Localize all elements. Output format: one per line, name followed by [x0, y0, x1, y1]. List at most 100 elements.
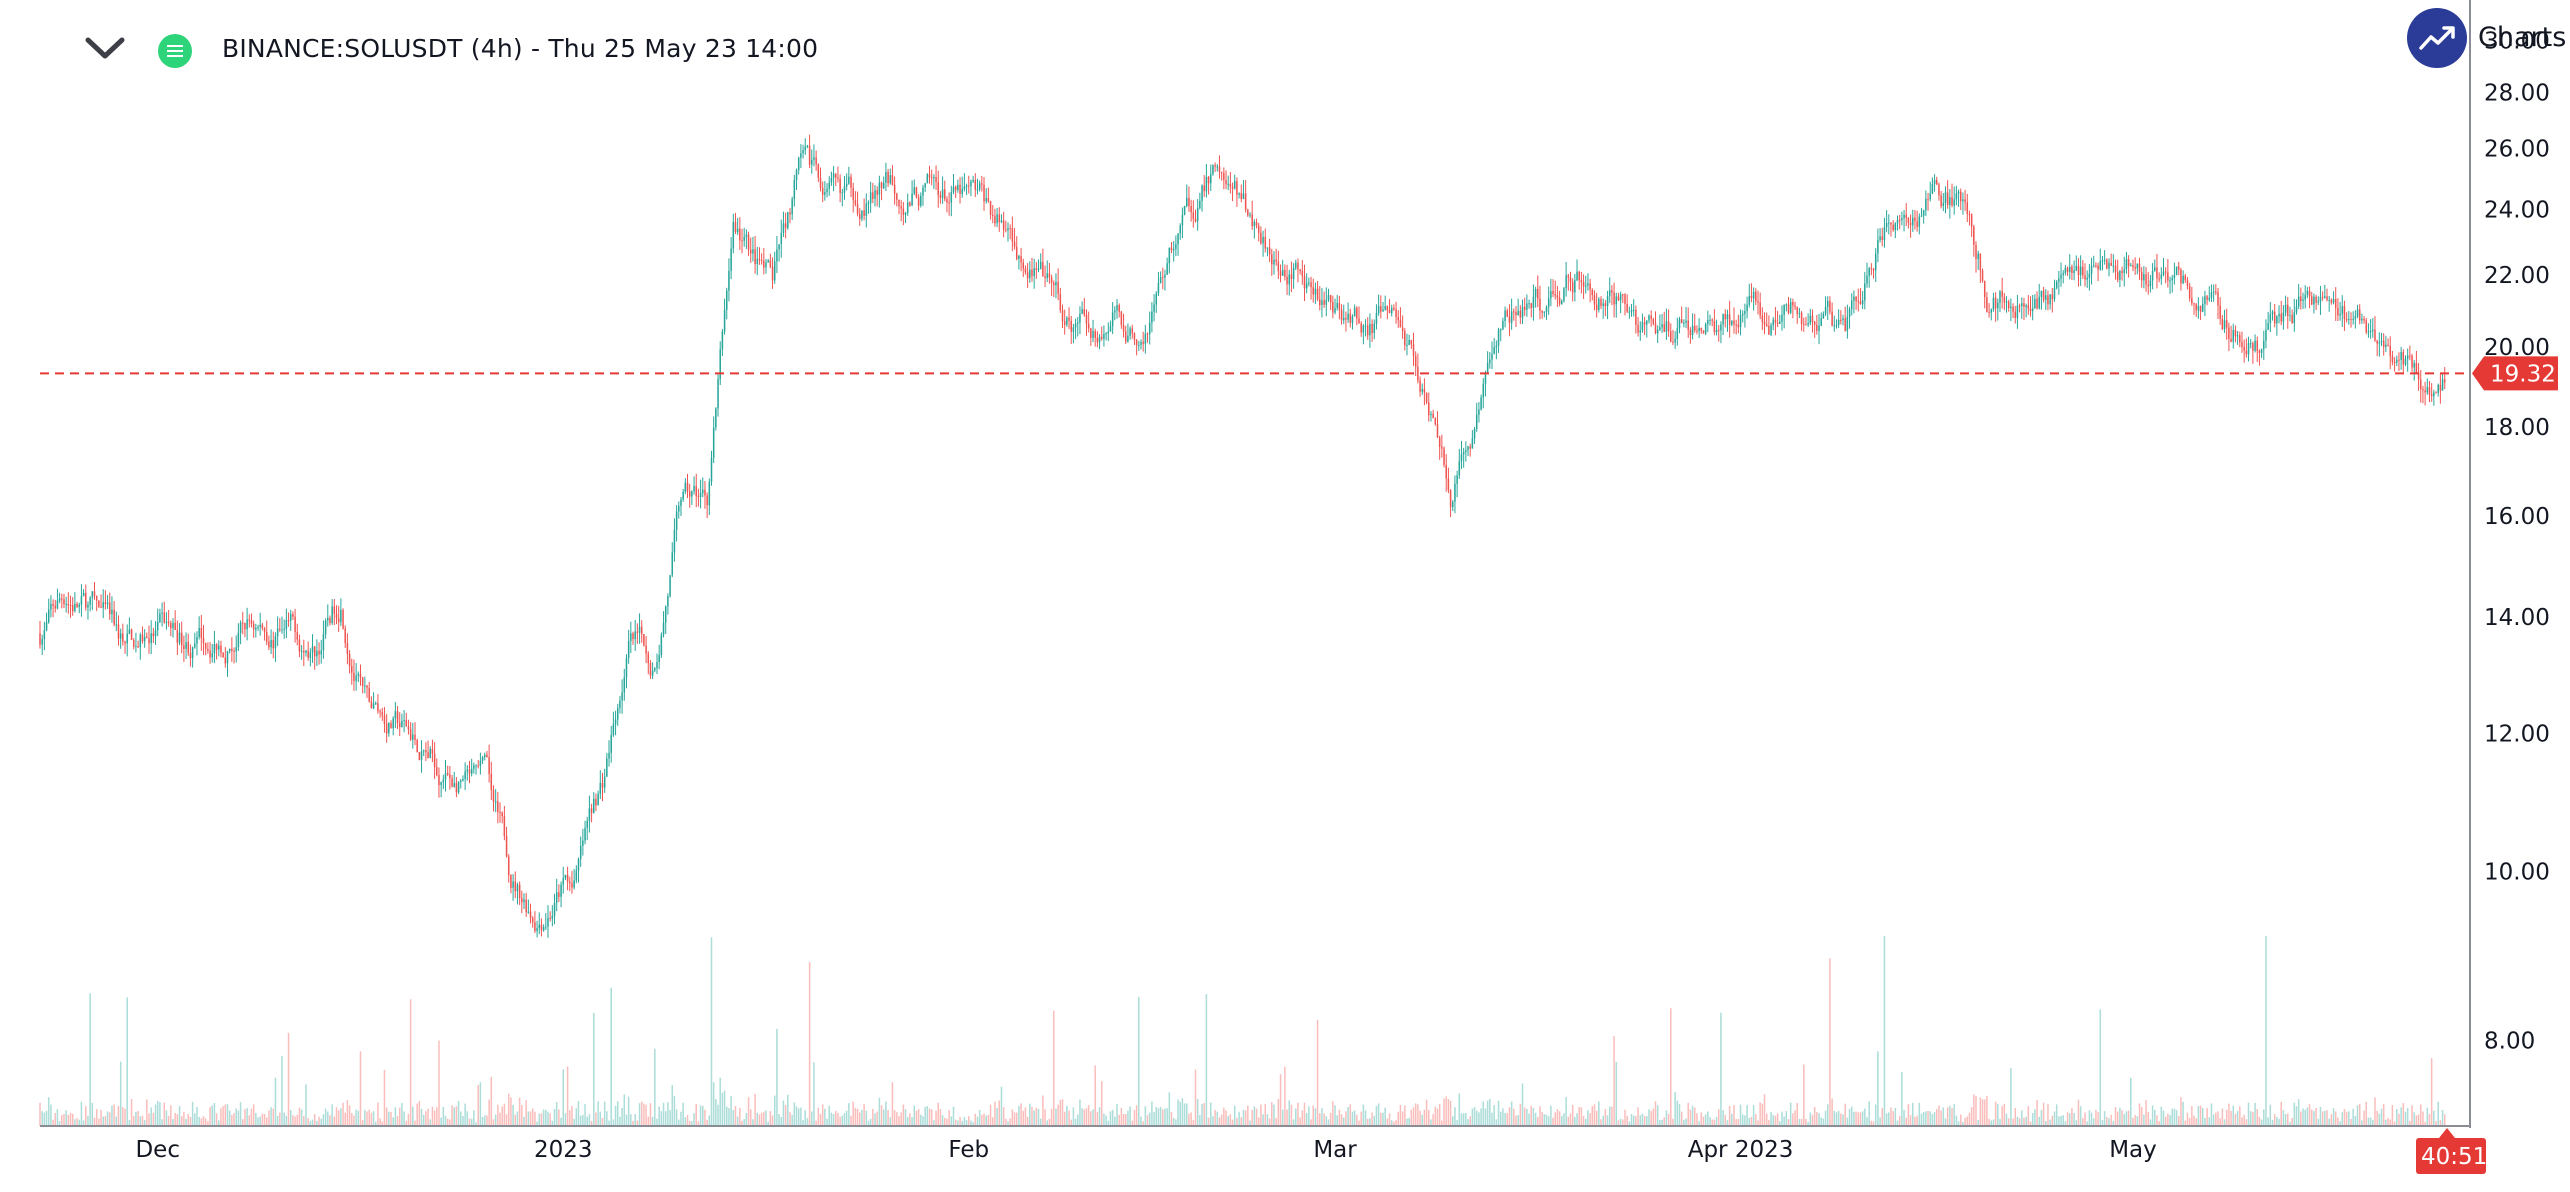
candle-body [717, 379, 719, 409]
candle-body [1938, 184, 1940, 196]
candle-body [527, 911, 530, 913]
candle-body [972, 180, 974, 182]
candle-body [1196, 207, 1199, 222]
volume-bar [1373, 1115, 1376, 1126]
charts-badge-button[interactable] [2407, 8, 2467, 68]
volume-bar [1970, 1107, 1973, 1126]
volume-bar [1456, 1120, 1458, 1126]
volume-bar [132, 1116, 135, 1126]
volume-bar [263, 1114, 266, 1126]
candle-body [1641, 322, 1644, 331]
candle-body [1914, 217, 1916, 222]
volume-bar [2138, 1103, 2141, 1126]
volume-bar [337, 1110, 340, 1126]
volume-bar [1580, 1107, 1583, 1126]
volume-bar [1419, 1110, 1421, 1126]
volume-bar [1582, 1115, 1585, 1126]
candle-body [1408, 339, 1410, 345]
collapse-button[interactable] [80, 30, 130, 70]
volume-bar [1057, 1104, 1059, 1126]
market-status-icon[interactable] [158, 34, 192, 68]
candle-body [420, 751, 423, 760]
candle-body [1589, 283, 1591, 290]
volume-bar [948, 1110, 950, 1126]
candle-body [845, 183, 848, 187]
candle-body [320, 650, 323, 655]
candle-body [704, 489, 706, 496]
volume-bar [1271, 1102, 1273, 1126]
volume-bar [2182, 1101, 2184, 1126]
volume-bar [2090, 1112, 2093, 1126]
candle-body [235, 647, 237, 652]
volume-bar [1903, 1109, 1905, 1126]
candle-body [2267, 323, 2269, 330]
volume-bar [1704, 1114, 1707, 1126]
time-axis[interactable]: Dec 2023 Feb Mar Apr 2023 May [135, 1137, 2156, 1163]
candle-body [791, 198, 793, 215]
volume-bar [780, 1117, 783, 1126]
candle-body [778, 244, 780, 250]
candle-body [582, 840, 584, 846]
volume-bar [2007, 1118, 2010, 1126]
candle-body [1504, 310, 1506, 322]
volume-bar [1353, 1110, 1356, 1126]
candle-body [1053, 282, 1055, 286]
candle-body [1510, 311, 1513, 323]
volume-bar [1848, 1108, 1851, 1126]
volume-bar [758, 1114, 761, 1126]
candle-body [560, 884, 562, 897]
volume-bar [1543, 1114, 1546, 1126]
volume-bar [213, 1103, 216, 1126]
volume-bar [2066, 1112, 2069, 1126]
candle-body [172, 622, 174, 629]
candle-body [1118, 305, 1120, 312]
volume-bar [549, 1113, 551, 1126]
volume-bar [1617, 1120, 1620, 1126]
candle-body [1659, 327, 1661, 330]
volume-bar [2234, 1113, 2237, 1126]
candle-body [263, 628, 266, 632]
volume-bar [1138, 997, 1140, 1126]
volume-bar [2348, 1111, 2350, 1126]
y-tick-label: 8.00 [2484, 1028, 2535, 1054]
volume-bar [261, 1113, 264, 1126]
candle-body [1776, 322, 1779, 324]
volume-bar [1039, 1118, 1042, 1126]
candle-body [1314, 288, 1317, 295]
volume-bar [702, 1106, 704, 1126]
volume-bar [1944, 1118, 1947, 1126]
candle-body [460, 780, 462, 782]
candle-body [1188, 197, 1190, 207]
volume-bar [2356, 1105, 2359, 1126]
volume-bar [303, 1116, 305, 1126]
volume-bar [1837, 1110, 1840, 1126]
candle-body [1731, 320, 1733, 325]
volume-bar [2341, 1112, 2344, 1126]
candle-body [2280, 313, 2282, 322]
candle-body [1857, 301, 1860, 303]
volume-bar [1868, 1101, 1870, 1126]
volume-bar [1205, 994, 1208, 1126]
candle-body [732, 222, 735, 249]
candle-body [257, 626, 259, 629]
volume-bar [911, 1117, 913, 1126]
volume-bar [2119, 1107, 2121, 1126]
volume-bar [159, 1102, 161, 1126]
price-axis[interactable]: 8.0010.0012.0014.0016.0018.0020.0022.002… [2484, 29, 2550, 1055]
candle-body [185, 642, 187, 649]
candle-body [2295, 306, 2298, 313]
volume-bar [1829, 958, 1831, 1126]
volume-bar [1229, 1114, 1232, 1126]
volume-bar [1813, 1106, 1816, 1126]
volume-bar [1949, 1105, 1951, 1126]
candle-body [1181, 214, 1184, 226]
candle-body [739, 228, 741, 241]
candle-body [2269, 314, 2272, 324]
volume-bar [1153, 1112, 1155, 1126]
volume-bar [998, 1100, 1001, 1126]
volume-bar [1661, 1119, 1663, 1126]
candle-body [564, 874, 567, 879]
volume-bar [2016, 1116, 2019, 1126]
candle-body [189, 652, 192, 659]
